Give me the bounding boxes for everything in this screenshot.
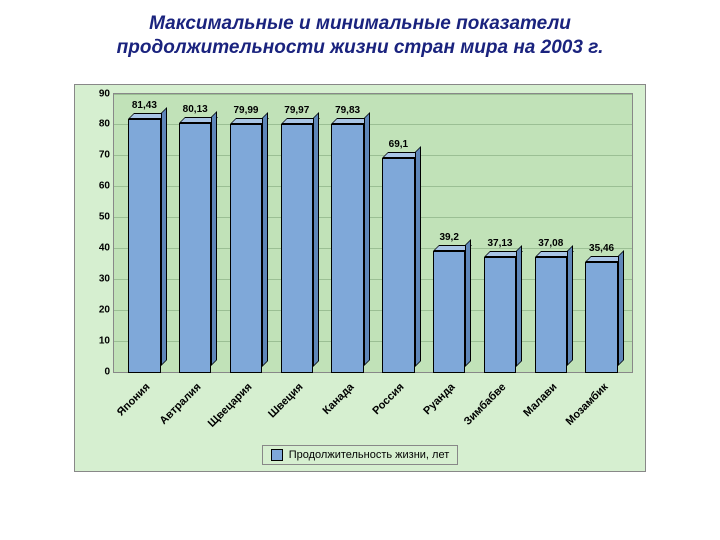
- bar-value-label: 37,08: [538, 238, 563, 249]
- bar-slot: 81,43: [119, 93, 170, 373]
- y-tick-label: 30: [99, 273, 114, 284]
- bar-front: [484, 257, 517, 373]
- x-label-slot: Зимбабве: [475, 377, 526, 439]
- bar: 79,99: [230, 124, 263, 373]
- bar-slot: 37,13: [475, 93, 526, 373]
- bar-side: [161, 107, 167, 366]
- chart-container: 0102030405060708090 81,4380,1379,9979,97…: [74, 84, 646, 472]
- y-tick-label: 70: [99, 150, 114, 161]
- bar-value-label: 79,99: [233, 105, 258, 116]
- bar-slot: 37,08: [525, 93, 576, 373]
- bar-value-label: 80,13: [183, 104, 208, 115]
- bar-front: [585, 262, 618, 372]
- bar-side: [313, 112, 319, 367]
- legend-swatch: [271, 449, 283, 461]
- chart-title: Максимальные и минимальные показатели пр…: [0, 0, 720, 66]
- x-label-slot: Япония: [119, 377, 170, 439]
- bar: 39,2: [433, 251, 466, 373]
- bar-slot: 39,2: [424, 93, 475, 373]
- y-tick-label: 10: [99, 335, 114, 346]
- bar-slot: 79,83: [322, 93, 373, 373]
- bar-side: [415, 146, 421, 367]
- bar: 80,13: [179, 123, 212, 372]
- bar-front: [281, 124, 314, 373]
- bar-side: [567, 245, 573, 366]
- bar-front: [128, 119, 161, 372]
- x-label-slot: Швеция: [271, 377, 322, 439]
- bar-side: [364, 112, 370, 366]
- y-tick-label: 50: [99, 212, 114, 223]
- bar: 81,43: [128, 119, 161, 372]
- x-axis-label: Малави: [521, 381, 559, 419]
- bar: 79,97: [281, 124, 314, 373]
- x-label-slot: Руанда: [424, 377, 475, 439]
- bar: 79,83: [331, 124, 364, 372]
- legend-label: Продолжительность жизни, лет: [289, 449, 450, 461]
- bar-value-label: 35,46: [589, 243, 614, 254]
- y-tick-label: 40: [99, 242, 114, 253]
- bar-side: [516, 245, 522, 367]
- bars-layer: 81,43 80,13 79,99 79,97 79,83 69,1 39,2 37,13 37…: [113, 93, 633, 373]
- x-label-slot: Мозамбик: [576, 377, 627, 439]
- title-line-1: Максимальные и минимальные показатели: [149, 13, 571, 34]
- bar: 69,1: [382, 158, 415, 373]
- x-label-slot: Щвецария: [221, 377, 272, 439]
- bar-slot: 79,97: [271, 93, 322, 373]
- bar-side: [211, 111, 217, 366]
- x-label-slot: Россия: [373, 377, 424, 439]
- bar-value-label: 81,43: [132, 100, 157, 111]
- y-tick-label: 80: [99, 119, 114, 130]
- bar-front: [331, 124, 364, 372]
- bar-side: [262, 112, 268, 367]
- bar-value-label: 69,1: [389, 139, 408, 150]
- y-tick-label: 20: [99, 304, 114, 315]
- plot-wrap: 0102030405060708090 81,4380,1379,9979,97…: [113, 93, 633, 373]
- bar-value-label: 79,97: [284, 105, 309, 116]
- x-label-slot: Малави: [525, 377, 576, 439]
- bar-side: [465, 239, 471, 367]
- bar: 37,08: [535, 257, 568, 372]
- bar-slot: 69,1: [373, 93, 424, 373]
- bar-value-label: 37,13: [487, 238, 512, 249]
- bar: 37,13: [484, 257, 517, 373]
- bar-value-label: 39,2: [439, 232, 458, 243]
- legend: Продолжительность жизни, лет: [262, 445, 459, 465]
- x-axis-label: Россия: [371, 381, 407, 417]
- y-tick-label: 60: [99, 181, 114, 192]
- bar-side: [618, 250, 624, 366]
- x-axis-label: Руанда: [421, 381, 457, 417]
- bar-slot: 79,99: [221, 93, 272, 373]
- x-axis-labels: ЯпонияАвтралияЩвецарияШвецияКанадаРоссия…: [113, 373, 633, 439]
- x-axis-label: Швеция: [266, 381, 305, 420]
- bar-front: [382, 158, 415, 373]
- x-axis-label: Япония: [115, 381, 153, 419]
- bar-slot: 35,46: [576, 93, 627, 373]
- bar-front: [230, 124, 263, 373]
- bar-value-label: 79,83: [335, 105, 360, 116]
- bar-front: [433, 251, 466, 373]
- x-label-slot: Канада: [322, 377, 373, 439]
- x-axis-label: Канада: [320, 381, 356, 417]
- bar-slot: 80,13: [170, 93, 221, 373]
- bar-front: [179, 123, 212, 372]
- y-tick-label: 90: [99, 88, 114, 99]
- bar-front: [535, 257, 568, 372]
- title-line-2: продолжительности жизни стран мира на 20…: [117, 37, 604, 58]
- bar: 35,46: [585, 262, 618, 372]
